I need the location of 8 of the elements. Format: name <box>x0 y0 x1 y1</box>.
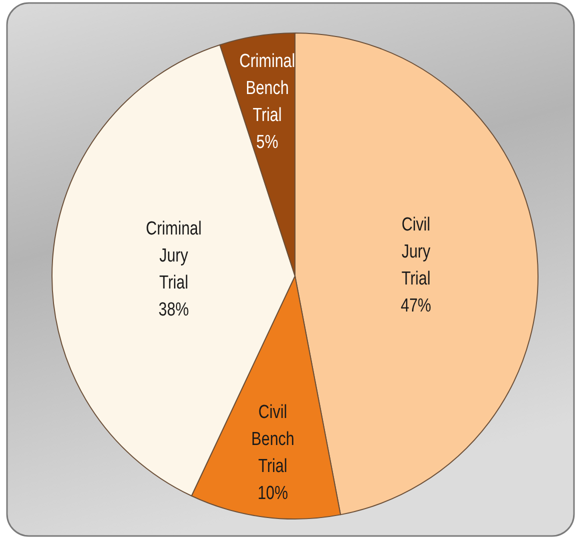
slice-label: Civil Bench Trial <box>251 400 294 477</box>
data-label: 38% <box>158 298 189 320</box>
data-label: 5% <box>256 130 278 152</box>
data-label: 10% <box>258 481 288 504</box>
slice-label: Criminal Jury Trial <box>146 216 202 293</box>
slice-label: Civil Jury Trial <box>401 213 431 290</box>
data-label: 47% <box>400 294 432 316</box>
slice-label: Criminal Bench Trial <box>239 49 296 126</box>
